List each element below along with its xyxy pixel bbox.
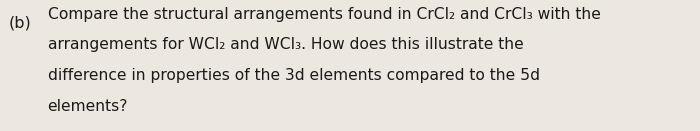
- Text: Compare the structural arrangements found in CrCl₂ and CrCl₃ with the: Compare the structural arrangements foun…: [48, 7, 601, 22]
- Text: (b): (b): [8, 16, 31, 31]
- Text: elements?: elements?: [48, 99, 128, 114]
- Text: difference in properties of the 3d elements compared to the 5d: difference in properties of the 3d eleme…: [48, 68, 540, 83]
- Text: arrangements for WCl₂ and WCl₃. How does this illustrate the: arrangements for WCl₂ and WCl₃. How does…: [48, 37, 524, 52]
